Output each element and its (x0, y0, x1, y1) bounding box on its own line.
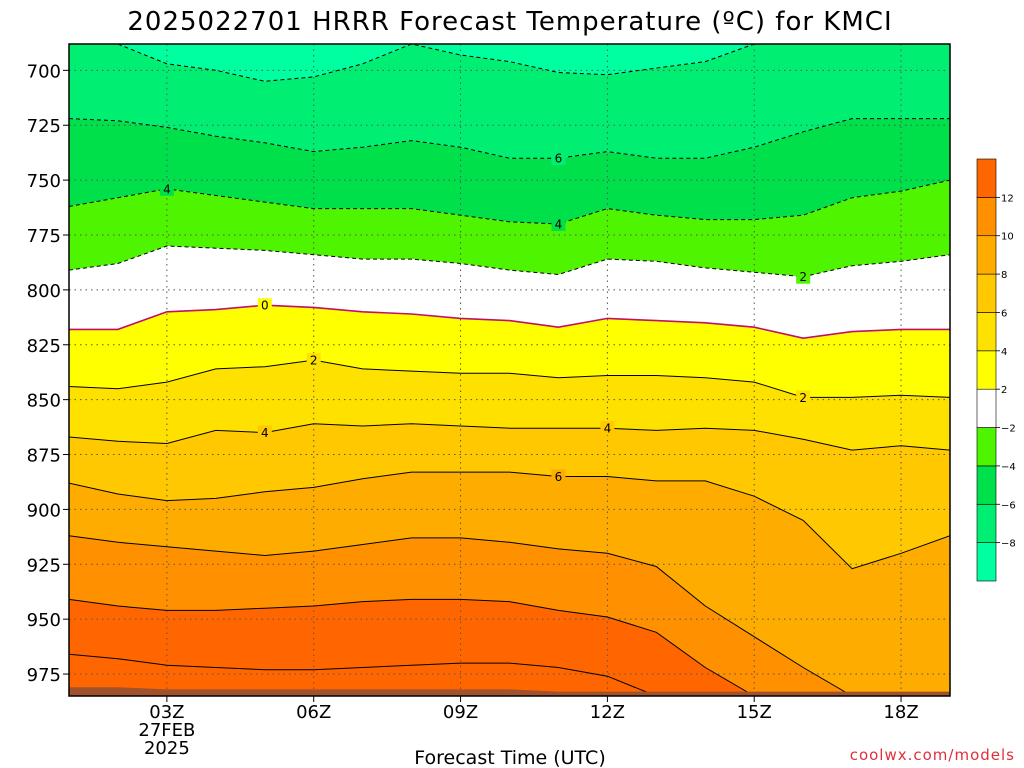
colorbar-swatch (976, 427, 997, 467)
isotherm-label-bg (796, 269, 811, 284)
isotherm-label-bg (257, 298, 272, 313)
temperature-band (69, 44, 950, 82)
isotherm-label: 6 (555, 470, 563, 484)
y-tick-label: 875 (27, 446, 61, 467)
isotherm-label: 4 (261, 426, 269, 440)
isotherm-label: 0 (261, 299, 269, 313)
colorbar-label: −6 (1001, 500, 1016, 511)
x-tick-label: 12Z (590, 702, 625, 723)
y-tick-label: 825 (27, 336, 61, 357)
isotherm-line (69, 423, 950, 451)
colorbar-swatch (976, 465, 997, 505)
isotherm-label: 2 (310, 354, 318, 368)
colorbar-swatch (976, 197, 997, 237)
colorbar-swatch (976, 350, 997, 390)
temperature-bands (69, 44, 950, 696)
colorbar-swatch (976, 235, 997, 275)
isotherm-label: 2 (799, 391, 807, 405)
isotherm-line (69, 179, 950, 225)
isotherm-line (69, 471, 950, 570)
isotherm-label-bg (306, 353, 321, 368)
colorbar-swatch (976, 388, 997, 428)
temperature-band (69, 305, 950, 398)
temperature-band (69, 118, 950, 224)
y-tick-label: 975 (27, 665, 61, 686)
x-tick-label: 18Z (883, 702, 918, 723)
temperature-band (69, 180, 950, 277)
isotherm-line (69, 535, 950, 696)
colorbar-label: 8 (1001, 270, 1007, 281)
isotherm-label-bg (796, 390, 811, 405)
isotherm-lines: 6 4 4 2 0 2 2 4 4 6 (69, 44, 950, 696)
isotherm-label: 2 (799, 270, 807, 284)
temperature-band (69, 599, 950, 696)
colorbar-swatch (976, 542, 997, 582)
colorbar-label: −4 (1001, 462, 1016, 473)
colorbar-label: −2 (1001, 424, 1016, 435)
isotherm-label-bg (257, 425, 272, 440)
x-tick-label: 15Z (737, 702, 772, 723)
y-tick-label: 900 (27, 500, 61, 521)
temperature-band (69, 423, 950, 569)
isotherm-label: 4 (555, 218, 563, 232)
y-axis: 700 725 750 775 800 825 850 875 900 925 950 975 (27, 61, 69, 686)
colorbar-label: 12 (1001, 193, 1014, 204)
y-tick-label: 800 (27, 281, 61, 302)
terrain-fill (69, 687, 950, 696)
surface-terrain (69, 687, 950, 696)
isotherm-line (69, 118, 950, 159)
y-tick-label: 775 (27, 226, 61, 247)
isotherm-label-bg (600, 421, 615, 436)
x-tick-label: 06Z (296, 702, 331, 723)
x-axis-label: Forecast Time (UTC) (414, 747, 605, 768)
colorbar-swatch (976, 312, 997, 352)
isotherm-label-bg (551, 151, 566, 166)
temperature-band (69, 535, 950, 696)
temperature-band (69, 246, 950, 339)
y-tick-label: 925 (27, 555, 61, 576)
isotherm-label-bg (551, 469, 566, 484)
colorbar-swatch (976, 273, 997, 313)
isotherm-line (69, 598, 950, 696)
plot-frame (68, 43, 951, 697)
y-tick-label: 850 (27, 391, 61, 412)
colorbar-label: 2 (1001, 385, 1007, 396)
colorbar-swatch (976, 158, 997, 198)
x-date-label: 27FEB (138, 720, 195, 741)
y-tick-label: 700 (27, 61, 61, 82)
temperature-band (69, 472, 950, 696)
chart-title: 2025022701 HRRR Forecast Temperature (ºC… (127, 7, 892, 37)
isotherm-label: 4 (163, 182, 171, 196)
y-tick-label: 950 (27, 610, 61, 631)
isotherm-line (69, 653, 950, 696)
colorbar: −8 −6 −4 −2 2 4 6 8 10 12 (976, 158, 1016, 582)
colorbar-label: −8 (1001, 539, 1016, 550)
y-tick-label: 725 (27, 116, 61, 137)
temperature-band (69, 360, 950, 451)
x-tick-label: 09Z (443, 702, 478, 723)
credit-text: coolwx.com/models (850, 746, 1015, 764)
colorbar-label: 10 (1001, 232, 1014, 243)
isotherm-line (69, 304, 950, 340)
grid-lines (69, 44, 950, 696)
colorbar-label: 4 (1001, 347, 1007, 358)
colorbar-label: 6 (1001, 308, 1007, 319)
x-tick-label: 03Z (149, 702, 184, 723)
isotherm-label: 4 (604, 422, 612, 436)
x-date-label: 2025 (144, 738, 190, 759)
colorbar-swatch (976, 503, 997, 543)
y-tick-label: 750 (27, 171, 61, 192)
isotherm-label-bg (551, 217, 566, 232)
temperature-band (69, 44, 950, 159)
isotherm-label: 6 (555, 152, 563, 166)
isotherm-label-bg (159, 181, 174, 196)
